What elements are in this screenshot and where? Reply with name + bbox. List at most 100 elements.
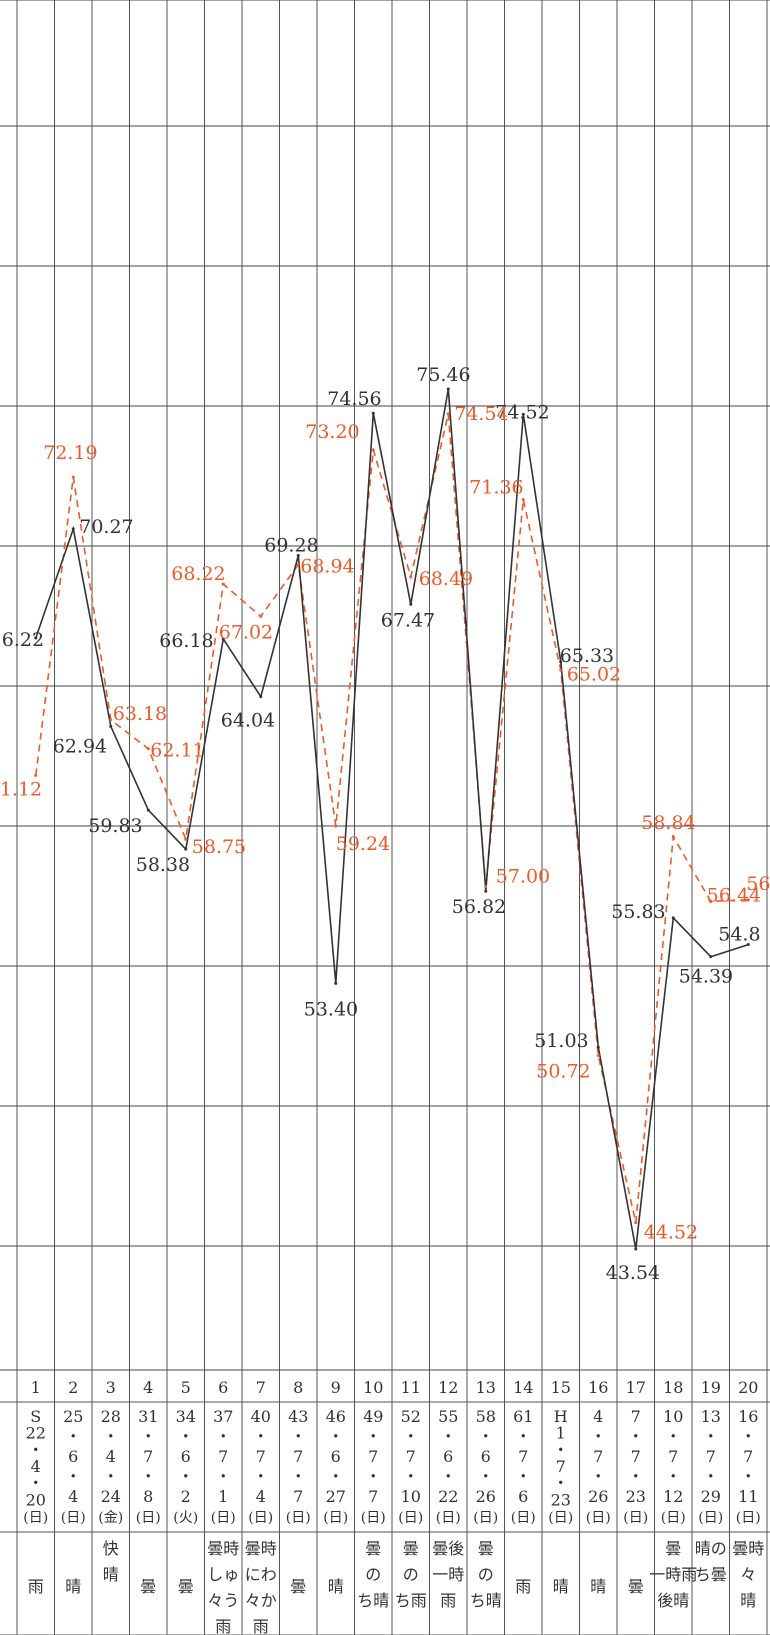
date-text: (日) [136, 1510, 161, 1526]
date-text: 43 [288, 1407, 308, 1426]
date-text: ・ [365, 1427, 381, 1446]
date-text: 7 [743, 1447, 753, 1466]
red-data-label: 73.20 [305, 421, 359, 443]
date-text: 6 [481, 1447, 491, 1466]
weather-text: 晴 [103, 1565, 119, 1584]
black-data-label: 70.27 [79, 516, 133, 538]
date-text: ・ [590, 1427, 606, 1446]
date-text: 7 [631, 1407, 641, 1426]
weather-text: ち曇 [695, 1565, 727, 1584]
black-data-label: 51.03 [534, 1030, 588, 1052]
date-text: ・ [740, 1427, 756, 1446]
date-text: (日) [286, 1510, 311, 1526]
date-text: ・ [28, 1474, 44, 1493]
weather-text: ち雨 [395, 1591, 427, 1610]
red-data-label: 58.75 [192, 836, 246, 858]
date-text: ・ [403, 1467, 419, 1486]
weather-text: 晴 [65, 1577, 81, 1596]
weather-text: 雨 [215, 1617, 231, 1635]
black-data-label: 58.38 [136, 854, 190, 876]
weather-text: の [403, 1565, 419, 1584]
red-data-label: 61.12 [0, 778, 42, 800]
black-point [221, 637, 225, 641]
weather-text: 々う [207, 1591, 239, 1610]
date-text: (日) [473, 1510, 498, 1526]
black-data-label: 54.39 [679, 966, 733, 988]
date-text: ・ [103, 1427, 119, 1446]
date-text: ・ [290, 1427, 306, 1446]
date-text: 26 [588, 1487, 608, 1506]
date-text: ・ [328, 1427, 344, 1446]
date-text: ・ [178, 1427, 194, 1446]
red-point [484, 884, 488, 888]
red-point [634, 1221, 638, 1225]
date-text: 46 [326, 1407, 346, 1426]
date-text: (日) [23, 1510, 48, 1526]
date-text: 1 [218, 1487, 228, 1506]
black-data-label: 74.52 [495, 401, 549, 423]
weather-text: 曇時 [732, 1539, 764, 1558]
date-text: ・ [253, 1467, 269, 1486]
date-text: ・ [215, 1467, 231, 1486]
date-text: (日) [548, 1510, 573, 1526]
date-text: ・ [440, 1427, 456, 1446]
black-data-label: 56.82 [452, 896, 506, 918]
weather-text: ち晴 [470, 1591, 502, 1610]
black-data-label: 53.40 [304, 998, 358, 1020]
date-text: (日) [211, 1510, 236, 1526]
date-text: 7 [368, 1487, 378, 1506]
chart-series [34, 387, 750, 1251]
date-text: 7 [518, 1447, 528, 1466]
black-data-label: 6.22 [2, 629, 44, 651]
column-number: 2 [68, 1378, 78, 1397]
date-text: ・ [440, 1467, 456, 1486]
date-text: (日) [361, 1510, 386, 1526]
date-text: 7 [218, 1447, 228, 1466]
date-text: 4 [106, 1447, 116, 1466]
date-text: 8 [143, 1487, 153, 1506]
series-line-red [35, 413, 749, 1223]
date-text: ・ [365, 1467, 381, 1486]
black-data-label: 66.18 [159, 630, 213, 652]
column-number: 6 [218, 1378, 228, 1397]
weather-text: 曇 [628, 1577, 644, 1596]
date-text: 4 [68, 1487, 78, 1506]
date-text: (日) [736, 1510, 761, 1526]
date-text: 29 [701, 1487, 721, 1506]
date-text: 55 [438, 1407, 458, 1426]
date-text: (日) [586, 1510, 611, 1526]
column-number: 13 [476, 1378, 496, 1397]
weather-text: の [365, 1565, 381, 1584]
date-text: 26 [476, 1487, 496, 1506]
date-text: 4 [593, 1407, 603, 1426]
red-point [184, 837, 188, 841]
date-text: ・ [703, 1427, 719, 1446]
date-text: 25 [63, 1407, 83, 1426]
date-text: (日) [398, 1510, 423, 1526]
date-text: 24 [101, 1487, 121, 1506]
black-point [746, 943, 750, 947]
red-point [221, 582, 225, 586]
black-point [146, 808, 150, 812]
red-data-label: 59.24 [336, 833, 390, 855]
date-text: 61 [513, 1407, 533, 1426]
date-text: ・ [590, 1467, 606, 1486]
date-text: 23 [551, 1490, 571, 1509]
weather-text: 曇時 [245, 1539, 277, 1558]
black-point [521, 412, 525, 416]
red-data-label: 57.00 [496, 865, 550, 887]
date-text: 11 [738, 1487, 758, 1506]
red-data-label: 68.49 [419, 568, 473, 590]
weather-text: 雨 [253, 1617, 269, 1635]
column-number: 7 [256, 1378, 266, 1397]
red-point [371, 448, 375, 452]
date-text: ・ [328, 1467, 344, 1486]
column-number: 14 [513, 1378, 533, 1397]
red-point [559, 668, 563, 672]
black-data-label: 43.54 [606, 1262, 660, 1284]
red-point [334, 824, 338, 828]
black-data-label: 65.33 [560, 645, 614, 667]
red-point [409, 575, 413, 579]
black-point [296, 554, 300, 558]
